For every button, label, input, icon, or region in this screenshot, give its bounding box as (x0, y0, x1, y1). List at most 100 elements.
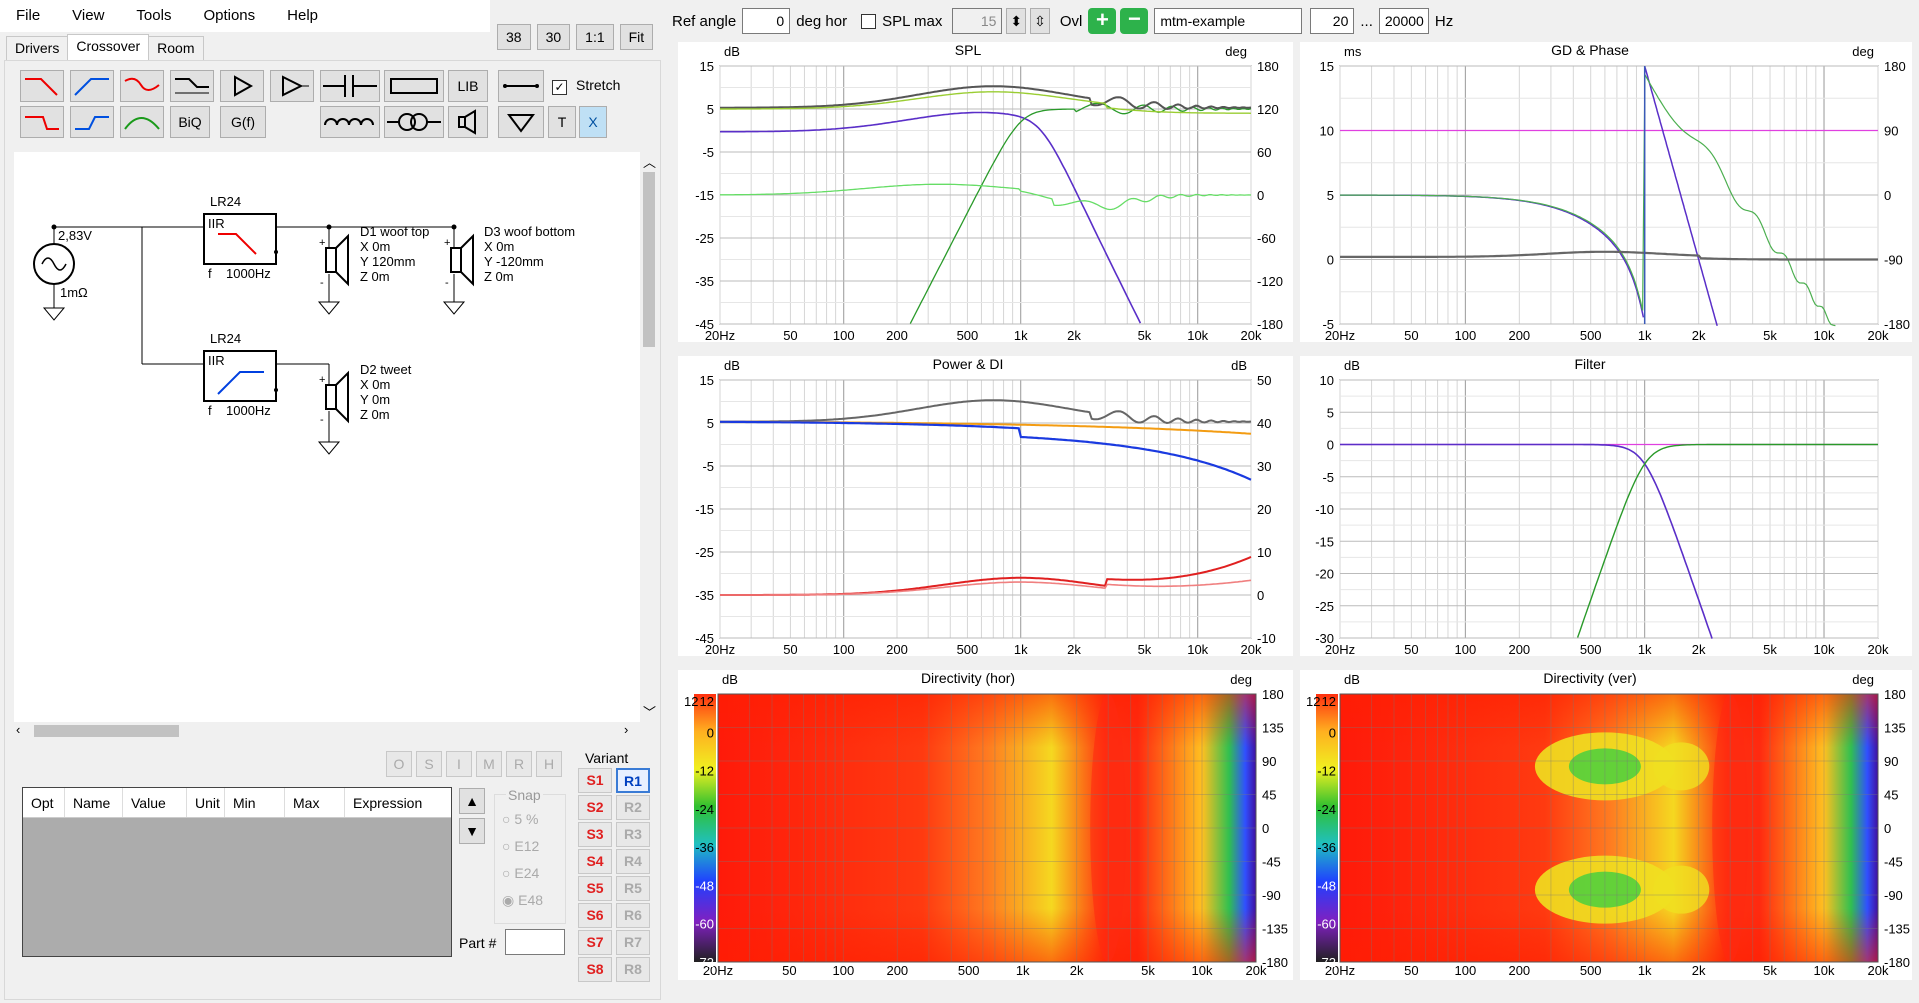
biquad-button[interactable]: BiQ (170, 106, 210, 138)
scroll-thumb[interactable] (34, 725, 179, 737)
fmax-input[interactable]: 20000 (1378, 8, 1429, 34)
menu-file[interactable]: File (16, 7, 41, 24)
chevron-right-icon[interactable]: › (624, 722, 629, 737)
driver3-symbol[interactable] (450, 233, 474, 287)
move-up-button[interactable]: ▲ (459, 788, 485, 814)
col-expression[interactable]: Expression (353, 795, 423, 811)
gf-button[interactable]: G(f) (220, 106, 266, 138)
stretch-checkbox[interactable]: ✓ (552, 78, 567, 95)
menu-help[interactable]: Help (287, 7, 319, 24)
variant-r1-button[interactable]: R1 (616, 768, 650, 793)
project-name-input[interactable]: mtm-example (1154, 8, 1303, 34)
gd-phase-chart-panel[interactable]: GD & Phase ms deg 20Hz 50 100 200 500 1k 2k 5k 10k 2… (1300, 42, 1912, 343)
highpass-tool-button[interactable] (70, 70, 114, 102)
spl-max-checkbox[interactable] (861, 13, 877, 29)
chevron-down-icon[interactable]: ﹀ (643, 705, 657, 720)
snap-5pct[interactable]: ○ 5 % (502, 811, 539, 827)
spin-button[interactable]: ⬍ (1006, 8, 1027, 34)
tab-drivers[interactable]: Drivers (6, 36, 69, 60)
variant-r7-button[interactable]: R7 (616, 930, 650, 955)
directivity-ver-panel[interactable]: Directivity (ver) dB deg 20Hz 50 100 200 500 1k 2… (1300, 670, 1912, 980)
variant-s2-button[interactable]: S2 (578, 795, 612, 820)
scale-button[interactable]: ⇳ (1030, 8, 1050, 34)
add-overlay-button[interactable]: + (1088, 8, 1117, 34)
zoom-fit-button[interactable]: Fit (619, 24, 654, 50)
power-di-chart-panel[interactable]: Power & DI dB dB 20Hz 50 100 200 500 1k 2k 5k 10k 20… (678, 356, 1293, 657)
chevron-left-icon[interactable]: ‹ (16, 722, 21, 737)
variant-r2-button[interactable]: R2 (616, 795, 650, 820)
move-down-button[interactable]: ▼ (459, 818, 485, 844)
shelf-tool-button[interactable] (120, 70, 164, 102)
col-name[interactable]: Name (65, 788, 123, 817)
lib-button[interactable]: LIB (448, 70, 488, 102)
remove-overlay-button[interactable]: − (1120, 8, 1149, 34)
driver1-symbol[interactable] (325, 233, 349, 287)
variant-s8-button[interactable]: S8 (578, 957, 612, 982)
variant-r4-button[interactable]: R4 (616, 849, 650, 874)
inductor-tool-button[interactable] (320, 106, 380, 138)
fmin-input[interactable]: 20 (1310, 8, 1355, 34)
allpass-tool-button[interactable] (170, 70, 214, 102)
scroll-thumb[interactable] (643, 172, 655, 347)
variant-r6-button[interactable]: R6 (616, 903, 650, 928)
wire-tool-button[interactable] (498, 70, 544, 102)
variant-s4-button[interactable]: S4 (578, 849, 612, 874)
menu-tools[interactable]: Tools (136, 7, 172, 24)
spl-chart-panel[interactable]: SPL dB deg 20Hz 50 100 200 500 1k 2k 5k 10k 20k 15 5 -5… (678, 42, 1293, 343)
capacitor-tool-button[interactable] (320, 70, 380, 102)
variant-r3-button[interactable]: R3 (616, 822, 650, 847)
opamp-tool-button[interactable] (270, 70, 314, 102)
variant-s1-button[interactable]: S1 (578, 768, 612, 793)
variant-s3-button[interactable]: S3 (578, 822, 612, 847)
resistor-tool-button[interactable] (384, 70, 444, 102)
variant-r5-button[interactable]: R5 (616, 876, 650, 901)
variant-s6-button[interactable]: S6 (578, 903, 612, 928)
snap-e48[interactable]: ◉ E48 (502, 892, 544, 908)
col-max[interactable]: Max (285, 788, 345, 817)
amp-tool-button[interactable] (220, 70, 264, 102)
spl-max-input[interactable]: 15 (952, 8, 1003, 34)
menu-options[interactable]: Options (203, 7, 256, 24)
lowpass-tool-button[interactable] (20, 70, 64, 102)
snap-e24[interactable]: ○ E24 (502, 865, 540, 881)
opt-m-button[interactable]: M (476, 751, 502, 777)
opt-r-button[interactable]: R (506, 751, 532, 777)
variant-r8-button[interactable]: R8 (616, 957, 650, 982)
filter-chart-panel[interactable]: Filter dB 20Hz 50 100 200 500 1k 2k 5k 10k 20k 10 5 0-… (1300, 356, 1912, 657)
parameter-table[interactable]: Opt Name Value Unit Min Max Expression (22, 787, 452, 957)
variant-s7-button[interactable]: S7 (578, 930, 612, 955)
zoom-30-button[interactable]: 30 (536, 24, 571, 50)
canvas-horizontal-scrollbar[interactable]: ‹ › (14, 722, 640, 740)
peak-tool-button[interactable] (120, 106, 164, 138)
text-tool-button[interactable]: T (548, 106, 576, 138)
speaker-tool-button[interactable] (448, 106, 488, 138)
opt-o-button[interactable]: O (386, 751, 412, 777)
filter2-block[interactable]: IIR (203, 350, 277, 402)
zoom-1to1-button[interactable]: 1:1 (576, 24, 614, 50)
lowpass2-tool-button[interactable] (20, 106, 64, 138)
snap-e12[interactable]: ○ E12 (502, 838, 540, 854)
menu-view[interactable]: View (72, 7, 105, 24)
transformer-tool-button[interactable] (384, 106, 444, 138)
ground-tool-button[interactable] (498, 106, 544, 138)
opt-h-button[interactable]: H (536, 751, 562, 777)
col-value[interactable]: Value (123, 788, 187, 817)
schematic-canvas[interactable]: 2,83V 1mΩ LR24 IIR f 1000Hz + - D1 woof … (14, 152, 640, 722)
delete-tool-button[interactable]: X (579, 106, 607, 138)
tab-crossover[interactable]: Crossover (67, 34, 150, 60)
opt-s-button[interactable]: S (416, 751, 442, 777)
filter1-block[interactable]: IIR (203, 213, 277, 265)
directivity-hor-panel[interactable]: Directivity (hor) dB deg 20Hz 50 100 200 500 1k 2… (678, 670, 1293, 980)
driver2-symbol[interactable] (325, 370, 349, 424)
highpass2-tool-button[interactable] (70, 106, 114, 138)
col-opt[interactable]: Opt (23, 788, 65, 817)
chevron-up-icon[interactable]: ︿ (643, 155, 657, 170)
col-min[interactable]: Min (225, 788, 285, 817)
canvas-vertical-scrollbar[interactable]: ︿ ﹀ (640, 152, 658, 722)
opt-i-button[interactable]: I (446, 751, 472, 777)
variant-s5-button[interactable]: S5 (578, 876, 612, 901)
zoom-38-button[interactable]: 38 (497, 24, 531, 50)
col-unit[interactable]: Unit (187, 788, 225, 817)
part-number-input[interactable] (505, 929, 565, 955)
ref-angle-input[interactable]: 0 (742, 8, 791, 34)
